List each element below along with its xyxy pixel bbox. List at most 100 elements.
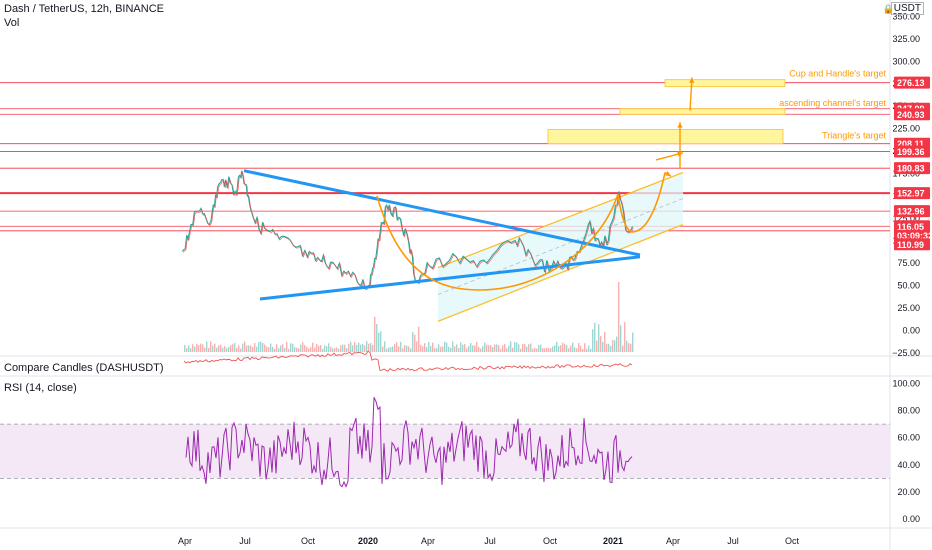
currency-badge[interactable]: USDT xyxy=(890,2,924,15)
volume-bar xyxy=(372,344,374,352)
volume-bar xyxy=(352,345,354,352)
volume-bar xyxy=(620,325,622,352)
triangle-target-arrow-head xyxy=(677,151,683,157)
volume-bar xyxy=(394,344,396,352)
time-axis-label: 2020 xyxy=(358,536,378,546)
volume-bar xyxy=(438,344,440,352)
volume-bar xyxy=(502,345,504,352)
volume-bar xyxy=(452,341,454,352)
volume-bar xyxy=(234,342,236,352)
volume-bar xyxy=(236,347,238,352)
volume-bar xyxy=(610,345,612,352)
volume-bar xyxy=(432,342,434,352)
volume-bar xyxy=(580,345,582,352)
time-axis-label: Jul xyxy=(239,536,251,546)
volume-bar xyxy=(366,341,368,352)
volume-bar xyxy=(530,343,532,352)
volume-bar xyxy=(462,344,464,352)
volume-bar xyxy=(320,345,322,352)
volume-bar xyxy=(564,344,566,352)
volume-bar xyxy=(446,342,448,352)
volume-bar xyxy=(596,340,598,352)
volume-bar xyxy=(292,343,294,352)
volume-bar xyxy=(472,345,474,352)
volume-bar xyxy=(382,346,384,352)
volume-bar xyxy=(540,344,542,352)
volume-bar xyxy=(556,341,558,352)
volume-bar xyxy=(500,348,502,352)
volume-bar xyxy=(342,344,344,352)
volume-bar xyxy=(514,342,516,352)
volume-bar xyxy=(280,345,282,352)
triangle-lower-trendline xyxy=(259,255,641,301)
volume-bar xyxy=(428,341,430,352)
triangle-upper-trendline xyxy=(243,169,641,257)
volume-bar xyxy=(618,282,620,352)
price-tag-box xyxy=(894,108,930,121)
volume-bar xyxy=(606,343,608,352)
price-tag-label: 180.83 xyxy=(897,164,925,174)
volume-bar xyxy=(520,348,522,352)
volume-bar xyxy=(404,345,406,352)
volume-bar xyxy=(612,340,614,352)
volume-bar xyxy=(282,344,284,352)
volume-bar xyxy=(206,341,208,352)
price-tag-label: 110.99 xyxy=(897,240,924,250)
volume-bar xyxy=(300,344,302,352)
volume-bar xyxy=(534,348,536,352)
volume-bar xyxy=(506,348,508,352)
channel-upper-line xyxy=(437,171,684,269)
volume-bar xyxy=(426,347,428,352)
price-tag-label: 208.11 xyxy=(897,139,924,149)
price-tag-label: 03:09:32 xyxy=(897,231,932,241)
volume-bar xyxy=(562,342,564,352)
channel-mid-line xyxy=(437,198,684,295)
volume-bar xyxy=(544,348,546,352)
volume-bar xyxy=(228,347,230,352)
volume-bar xyxy=(274,348,276,352)
volume-bar xyxy=(330,346,332,352)
volume-bar xyxy=(216,347,218,352)
volume-bar xyxy=(336,347,338,352)
volume-bar xyxy=(552,346,554,352)
volume-bar xyxy=(290,343,292,352)
time-axis-label: Oct xyxy=(543,536,558,546)
price-tag-label: 132.96 xyxy=(897,207,925,217)
time-axis-label: Apr xyxy=(666,536,680,546)
volume-bar xyxy=(434,348,436,352)
volume-bar xyxy=(406,345,408,352)
volume-bar xyxy=(344,344,346,352)
time-axis-label: Oct xyxy=(785,536,800,546)
price-axis-tick: 325.00 xyxy=(892,34,920,44)
volume-bar xyxy=(238,345,240,352)
volume-bar xyxy=(532,348,534,352)
volume-bar xyxy=(492,347,494,352)
volume-bar xyxy=(262,343,264,352)
volume-bar xyxy=(276,344,278,352)
volume-bar xyxy=(508,345,510,352)
volume-bar xyxy=(516,342,518,352)
volume-bar xyxy=(554,345,556,352)
price-candles-down xyxy=(182,171,634,290)
volume-bar xyxy=(196,343,198,352)
volume-bar xyxy=(486,344,488,352)
volume-bar xyxy=(192,344,194,352)
volume-bar xyxy=(188,345,190,352)
volume-bar xyxy=(246,345,248,352)
volume-bar xyxy=(306,346,308,352)
price-tag-box xyxy=(894,238,930,251)
price-tag-box xyxy=(894,162,930,175)
rsi-axis-tick: 0.00 xyxy=(902,514,920,524)
time-axis-label: 2021 xyxy=(603,536,623,546)
volume-bar xyxy=(586,348,588,352)
rsi-axis-tick: 80.00 xyxy=(897,406,920,416)
volume-bar xyxy=(264,344,266,352)
volume-bar xyxy=(572,342,574,352)
volume-bar xyxy=(284,347,286,352)
volume-bar xyxy=(588,345,590,352)
time-axis-label: Jul xyxy=(484,536,496,546)
volume-bar xyxy=(494,344,496,352)
volume-bar xyxy=(470,342,472,352)
volume-bar xyxy=(356,345,358,352)
